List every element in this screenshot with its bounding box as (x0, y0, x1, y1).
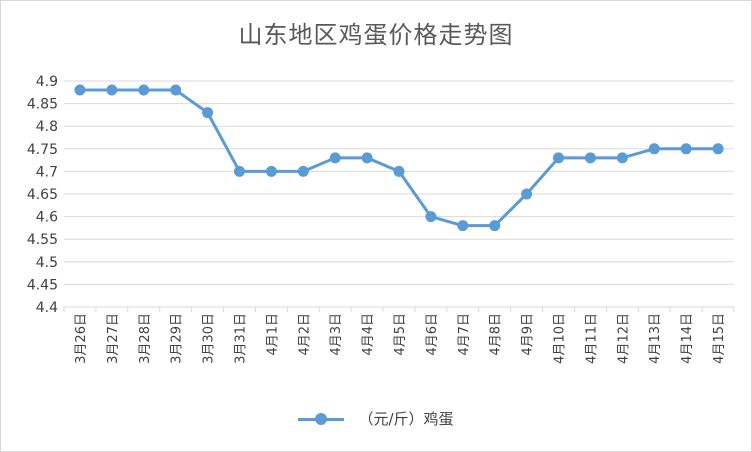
data-point (425, 211, 437, 223)
data-point (138, 84, 150, 96)
x-tick-label: 3月31日 (233, 313, 248, 364)
y-tick-label: 4.7 (36, 164, 58, 180)
x-tick-label: 4月2日 (297, 313, 312, 356)
data-point (233, 165, 245, 177)
x-tick-label: 3月27日 (106, 313, 121, 364)
data-point (680, 143, 692, 155)
data-point (521, 188, 533, 200)
data-point (106, 84, 118, 96)
y-tick-label: 4.65 (27, 187, 58, 203)
y-tick-label: 4.8 (36, 119, 58, 135)
x-tick-label: 4月13日 (648, 313, 663, 364)
legend-label: （元/斤）鸡蛋 (358, 410, 454, 428)
data-point (584, 152, 596, 164)
x-tick-label: 4月10日 (553, 313, 568, 364)
data-point (74, 84, 86, 96)
x-tick-label: 3月29日 (170, 313, 185, 364)
data-point (616, 152, 628, 164)
data-point (170, 84, 182, 96)
y-tick-label: 4.6 (36, 210, 58, 226)
data-point (202, 107, 214, 119)
y-tick-label: 4.55 (27, 232, 58, 248)
x-tick-label: 4月11日 (584, 313, 599, 364)
x-tick-label: 4月14日 (680, 313, 695, 364)
y-tick-label: 4.9 (36, 74, 58, 90)
legend: （元/斤）鸡蛋 (1, 408, 751, 429)
y-tick-label: 4.45 (27, 277, 58, 293)
data-point (393, 165, 405, 177)
y-tick-label: 4.4 (36, 300, 58, 316)
data-point (457, 220, 469, 232)
data-point (648, 143, 660, 155)
data-point (297, 165, 309, 177)
data-point (329, 152, 341, 164)
x-tick-label: 4月8日 (489, 313, 504, 356)
x-tick-label: 4月4日 (361, 313, 376, 356)
x-tick-label: 4月6日 (425, 313, 440, 356)
x-tick-label: 3月28日 (138, 313, 153, 364)
y-tick-label: 4.75 (27, 142, 58, 158)
legend-swatch (298, 413, 345, 425)
x-tick-label: 3月30日 (202, 313, 217, 364)
data-point (712, 143, 724, 155)
data-point (361, 152, 373, 164)
y-tick-label: 4.85 (27, 97, 58, 113)
x-tick-label: 3月26日 (74, 313, 89, 364)
data-point (489, 220, 501, 232)
x-tick-label: 4月5日 (393, 313, 408, 356)
x-tick-label: 4月12日 (616, 313, 631, 364)
data-point (553, 152, 565, 164)
x-tick-label: 4月15日 (712, 313, 727, 364)
x-tick-label: 4月3日 (329, 313, 344, 356)
data-point (265, 165, 277, 177)
chart-title: 山东地区鸡蛋价格走势图 (238, 21, 514, 49)
x-tick-label: 4月1日 (265, 313, 280, 356)
y-tick-label: 4.5 (36, 255, 58, 271)
x-tick-label: 4月7日 (457, 313, 472, 356)
x-tick-label: 4月9日 (521, 313, 536, 356)
